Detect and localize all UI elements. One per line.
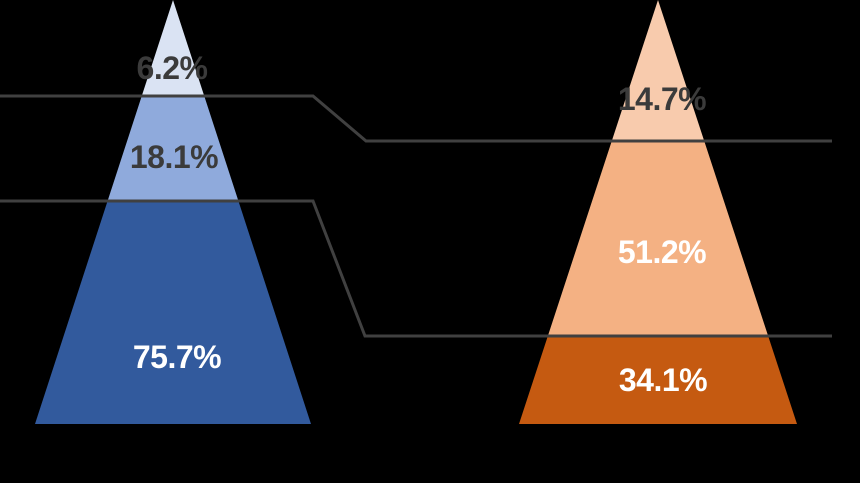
pyramid-right-segment-2-label: 34.1% (619, 362, 707, 398)
pyramid-left-segment-2 (35, 201, 311, 424)
pyramid-left-segment-1 (107, 96, 239, 201)
upper-connector (0, 94, 832, 143)
pyramid-left (35, 0, 311, 424)
pyramid-left-segment-0-label: 6.2% (137, 50, 208, 86)
lower-connector (0, 199, 832, 338)
pyramid-right-segment-1-label: 51.2% (618, 234, 706, 270)
pyramid-right-segment-0 (611, 0, 705, 141)
pyramid-right-segment-1 (547, 141, 769, 336)
pyramid-left-segment-2-label: 75.7% (133, 339, 221, 375)
pyramid-left-segment-1-label: 18.1% (130, 139, 218, 175)
pyramid-right-segment-2 (519, 336, 797, 424)
pyramid-left-segment-0 (141, 0, 205, 96)
pyramid-right (519, 0, 797, 424)
pyramid-right-segment-0-label: 14.7% (618, 81, 706, 117)
